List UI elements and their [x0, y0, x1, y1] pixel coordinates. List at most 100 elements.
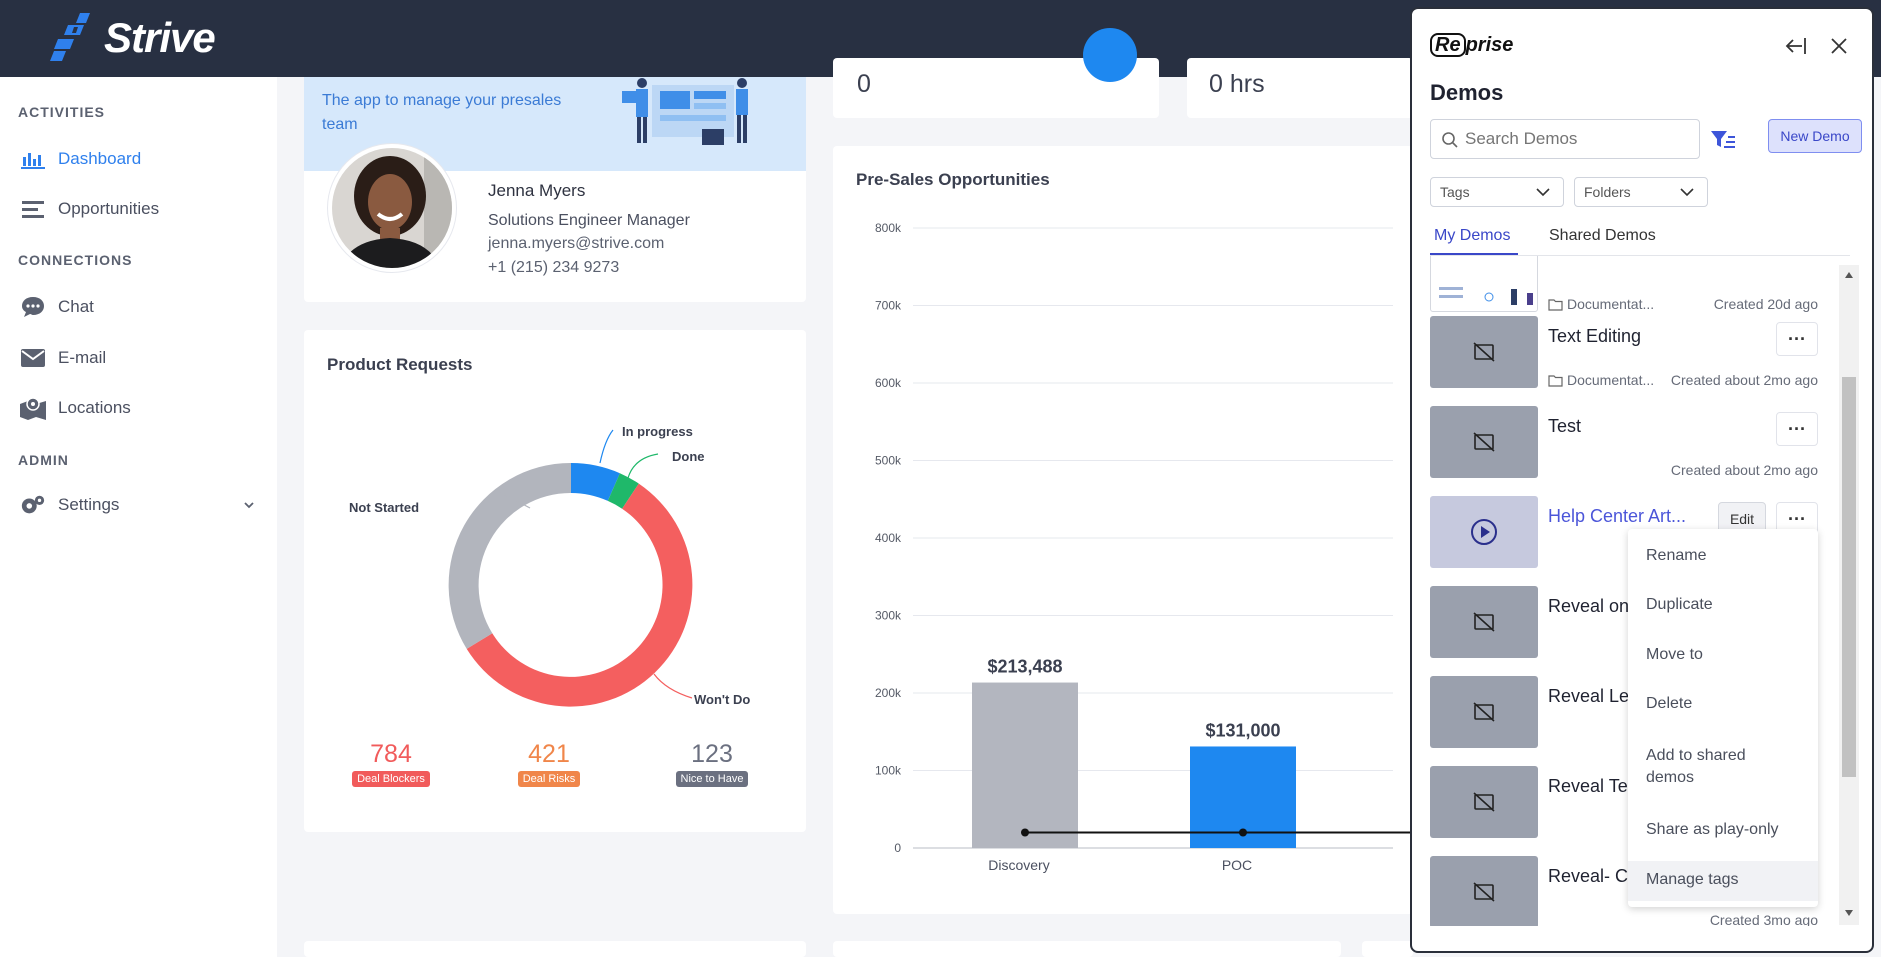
demo-title[interactable]: Reveal on	[1548, 596, 1630, 616]
gear-icon	[20, 492, 46, 518]
donut-segments	[448, 429, 693, 707]
demo-title[interactable]: Reveal- C	[1548, 866, 1629, 886]
menu-add-to-shared[interactable]: Add to shared demos	[1646, 747, 1746, 786]
play-icon[interactable]	[1470, 518, 1498, 546]
mail-icon	[20, 345, 46, 371]
demo-created: Created about 2mo ago	[1670, 462, 1818, 478]
chevron-down-icon[interactable]	[243, 496, 255, 516]
demo-title[interactable]: Help Center Art...	[1548, 506, 1687, 526]
tags-dropdown[interactable]: Tags	[1430, 177, 1564, 207]
more-options-button[interactable]: ···	[1776, 322, 1818, 356]
label-done: Done	[672, 449, 705, 464]
demo-row-reveal-le[interactable]: Reveal Le	[1430, 676, 1830, 750]
no-image-icon	[1473, 612, 1495, 632]
close-icon[interactable]	[1826, 33, 1852, 59]
strive-logo[interactable]: Strive	[50, 12, 216, 64]
strive-logo-icon	[50, 13, 90, 61]
avatar[interactable]	[328, 144, 456, 272]
collapse-panel-icon[interactable]	[1782, 33, 1808, 59]
stat-right-value: 0 hrs	[1209, 70, 1265, 98]
scrollbar[interactable]	[1839, 265, 1859, 925]
label-wont-do: Won't Do	[694, 692, 751, 707]
profile-email[interactable]: jenna.myers@strive.com	[488, 235, 665, 252]
sidebar-item-chat[interactable]: Chat	[20, 292, 260, 322]
folders-dropdown[interactable]: Folders	[1574, 177, 1708, 207]
demo-title[interactable]: Reveal Te	[1548, 776, 1628, 796]
demo-thumbnail	[1430, 586, 1538, 658]
demo-row-reveal-te[interactable]: Reveal Te	[1430, 766, 1830, 840]
count-badge: Deal Risks	[517, 771, 581, 787]
new-demo-button[interactable]: New Demo	[1768, 119, 1862, 153]
search-input[interactable]	[1465, 128, 1685, 150]
y-tick-label: 100k	[875, 764, 902, 778]
sidebar-item-email[interactable]: E-mail	[20, 343, 260, 373]
demo-list: Documentat... Created 20d ago Text Editi…	[1412, 256, 1852, 926]
team-illustration	[622, 78, 748, 145]
reprise-logo-rest: prise	[1465, 33, 1514, 56]
sidebar-item-label: Dashboard	[58, 149, 142, 168]
sidebar: ACTIVITIES Dashboard Opportunities CONNE…	[0, 77, 277, 957]
overlay-point	[1021, 828, 1029, 837]
count-value: 421	[528, 740, 570, 768]
y-tick-label: 300k	[875, 609, 902, 623]
scroll-up-icon[interactable]	[1844, 271, 1854, 279]
folder-icon	[1548, 299, 1563, 311]
x-tick-label: Discovery	[988, 857, 1049, 873]
demo-title[interactable]: Test	[1548, 416, 1582, 436]
banner-text: The app to manage your presales team	[322, 92, 562, 133]
menu-manage-tags[interactable]: Manage tags	[1646, 871, 1739, 888]
stat-card-left: 0	[833, 28, 1159, 118]
sidebar-item-label: Opportunities	[58, 199, 160, 218]
filter-icon[interactable]	[1709, 127, 1737, 151]
segment-not-started	[448, 462, 571, 649]
demo-thumbnail	[1430, 496, 1538, 568]
segment-wont-do	[466, 483, 693, 707]
bar-value-label: $131,000	[1205, 720, 1280, 740]
scrollbar-thumb[interactable]	[1842, 377, 1856, 777]
more-options-button[interactable]: ···	[1776, 412, 1818, 446]
reprise-logo-bracket: Re	[1430, 33, 1466, 57]
demo-title[interactable]: Reveal Le	[1548, 686, 1630, 706]
demo-row-reveal-c[interactable]: Reveal- C Created 3mo ago	[1430, 856, 1830, 926]
demo-row-partial[interactable]: Documentat... Created 20d ago	[1430, 256, 1830, 314]
donut-chart	[448, 429, 693, 707]
chat-icon	[20, 294, 46, 320]
demo-thumbnail	[1430, 766, 1538, 838]
tab-my-demos[interactable]: My Demos	[1434, 227, 1511, 244]
sidebar-item-label: E-mail	[58, 348, 107, 367]
chevron-down-icon	[1536, 188, 1550, 197]
bottom-card-right	[1362, 941, 1413, 957]
demo-title[interactable]: Text Editing	[1548, 326, 1642, 346]
map-pin-icon	[20, 395, 46, 421]
count-value: 123	[691, 740, 733, 768]
menu-delete[interactable]: Delete	[1646, 695, 1693, 712]
demo-row-test[interactable]: Test ··· Created about 2mo ago	[1430, 406, 1830, 480]
y-tick-label: 0	[894, 841, 901, 855]
reprise-panel: Re prise Demos New Demo Tags Folders My …	[1410, 7, 1874, 953]
demo-created: Created about 2mo ago	[1670, 372, 1818, 388]
presales-chart-card: Pre-Sales Opportunities 0 100k 200k 300k 400…	[833, 146, 1413, 914]
demo-row-text-editing[interactable]: Text Editing ··· Documentat... Created a…	[1430, 316, 1830, 390]
demo-row-reveal-on[interactable]: Reveal on	[1430, 586, 1830, 660]
demo-thumbnail	[1430, 406, 1538, 478]
list-icon	[20, 196, 46, 222]
sidebar-item-opportunities[interactable]: Opportunities	[20, 194, 260, 224]
sidebar-item-settings[interactable]: Settings	[20, 490, 255, 520]
search-box[interactable]	[1430, 119, 1700, 159]
menu-rename[interactable]: Rename	[1646, 547, 1707, 564]
overlay-point	[1239, 828, 1247, 837]
segment-done	[607, 473, 639, 509]
stat-card-right: 0 hrs	[1187, 58, 1413, 118]
no-image-icon	[1473, 342, 1495, 362]
sidebar-item-dashboard[interactable]: Dashboard	[20, 144, 260, 174]
menu-move-to[interactable]: Move to	[1646, 646, 1703, 663]
menu-duplicate[interactable]: Duplicate	[1646, 596, 1713, 613]
sidebar-item-locations[interactable]: Locations	[20, 393, 260, 423]
scroll-down-icon[interactable]	[1844, 909, 1854, 917]
menu-share-play-only[interactable]: Share as play-only	[1646, 821, 1779, 838]
sidebar-item-label: Chat	[58, 297, 94, 316]
demo-row-help-center[interactable]: Help Center Art... Edit ···	[1430, 496, 1830, 570]
avatar-image	[332, 148, 452, 268]
tab-shared-demos[interactable]: Shared Demos	[1549, 227, 1656, 244]
chart-title: Pre-Sales Opportunities	[856, 170, 1050, 189]
